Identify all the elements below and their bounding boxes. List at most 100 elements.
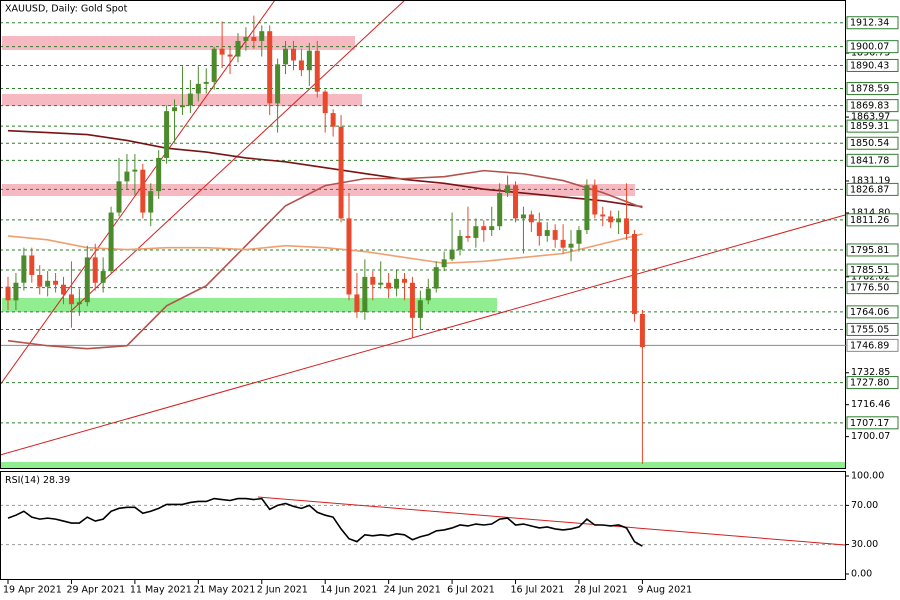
level-label: 1776.50	[850, 283, 889, 294]
candle-body	[624, 218, 630, 234]
y-tick-label: 0.00	[851, 569, 872, 580]
x-tick-label: 11 May 2021	[130, 585, 192, 596]
level-label: 1707.17	[850, 418, 889, 429]
level-label: 1785.51	[850, 265, 889, 276]
moving-average	[7, 169, 643, 350]
y-tick-label: 1782.02	[851, 271, 890, 282]
y-tick-label: 1716.46	[851, 399, 890, 410]
candle-body	[378, 282, 384, 285]
candle-body	[425, 288, 431, 301]
y-tick-label: 30.00	[851, 539, 878, 550]
candle-body	[203, 81, 209, 84]
candle-body	[53, 280, 59, 285]
x-tick-label: 14 Jun 2021	[320, 585, 377, 596]
candle-body	[124, 171, 130, 182]
candle-body	[338, 126, 344, 219]
candle-body	[481, 226, 487, 231]
y-tick-label: 1814.80	[851, 207, 890, 218]
candle-body	[76, 302, 82, 305]
candle-body	[298, 60, 304, 71]
level-label: 1755.05	[850, 324, 889, 335]
candle-body	[592, 185, 598, 215]
x-tick-label: 24 Jun 2021	[384, 585, 441, 596]
x-tick-label: 19 Apr 2021	[3, 585, 62, 596]
support-zone	[2, 298, 497, 312]
chart-title: XAUUSD, Daily: Gold Spot	[5, 4, 128, 15]
level-label: 1850.54	[850, 138, 889, 149]
level-box	[846, 416, 899, 430]
level-box	[846, 40, 899, 54]
resistance-zone	[2, 36, 355, 50]
candle-body	[219, 48, 225, 55]
level-box	[846, 153, 899, 167]
candle-body	[346, 218, 352, 295]
candle-body	[243, 37, 249, 41]
candle-body	[639, 313, 645, 348]
candle-body	[449, 249, 455, 260]
level-label: 1795.81	[850, 245, 889, 256]
candle-body	[140, 169, 146, 213]
level-box	[846, 213, 899, 227]
rsi-title: RSI(14) 28.39	[5, 475, 70, 486]
candle-body	[505, 185, 511, 194]
candle-body	[402, 278, 407, 283]
rsi-last: 28.39	[43, 475, 70, 486]
level-label: 1811.26	[850, 215, 889, 226]
candle-body	[568, 243, 574, 248]
rsi-line	[7, 497, 643, 547]
candle-body	[235, 40, 241, 57]
candle-body	[536, 222, 542, 236]
candle-body	[600, 214, 606, 217]
x-tick-label: 2 Jun 2021	[257, 585, 308, 596]
x-tick-label: 6 Jul 2021	[447, 585, 495, 596]
candle-body	[227, 54, 233, 57]
support-zone	[0, 462, 845, 468]
candle-body	[29, 255, 35, 275]
level-box	[846, 305, 899, 319]
y-tick-label: 100.00	[851, 471, 884, 482]
level-box	[846, 136, 899, 150]
candle-body	[576, 230, 582, 244]
level-label: 1890.43	[850, 60, 889, 71]
candle-body	[45, 280, 51, 287]
y-tick-label: 1863.97	[851, 112, 890, 123]
candle-body	[608, 216, 614, 223]
candle-body	[13, 282, 19, 301]
candle-body	[187, 93, 193, 106]
candle-body	[84, 257, 90, 303]
candle-body	[179, 105, 185, 108]
candle-body	[552, 230, 558, 240]
candle-body	[616, 218, 622, 223]
frame	[0, 0, 846, 580]
level-box	[846, 99, 899, 113]
level-box	[846, 58, 899, 72]
candle-body	[290, 48, 296, 61]
candle-body	[473, 226, 479, 238]
candle-body	[100, 271, 106, 283]
candle-body	[314, 50, 320, 92]
level-label: 1764.06	[850, 307, 889, 318]
candle-body	[5, 286, 11, 301]
main-frame	[0, 0, 846, 469]
candle-body	[584, 185, 590, 231]
trend-line	[0, 214, 846, 456]
moving-average	[7, 233, 643, 265]
x-tick-label: 9 Aug 2021	[637, 585, 692, 596]
level-label: 1746.89	[850, 340, 889, 351]
level-box	[846, 281, 899, 295]
candle-body	[441, 259, 447, 268]
candle-body	[489, 226, 495, 231]
candle-body	[528, 214, 534, 223]
candle-body	[68, 294, 74, 305]
candle-body	[116, 181, 122, 213]
rsi-trend-line	[257, 496, 846, 546]
level-box	[846, 82, 899, 96]
candle-body	[417, 300, 423, 318]
candle-body	[631, 234, 637, 314]
candle-body	[560, 239, 566, 248]
candle-body	[520, 214, 526, 219]
candle-body	[306, 50, 312, 71]
candle-body	[61, 284, 67, 295]
candle-body	[370, 276, 376, 285]
level-box	[846, 322, 899, 336]
